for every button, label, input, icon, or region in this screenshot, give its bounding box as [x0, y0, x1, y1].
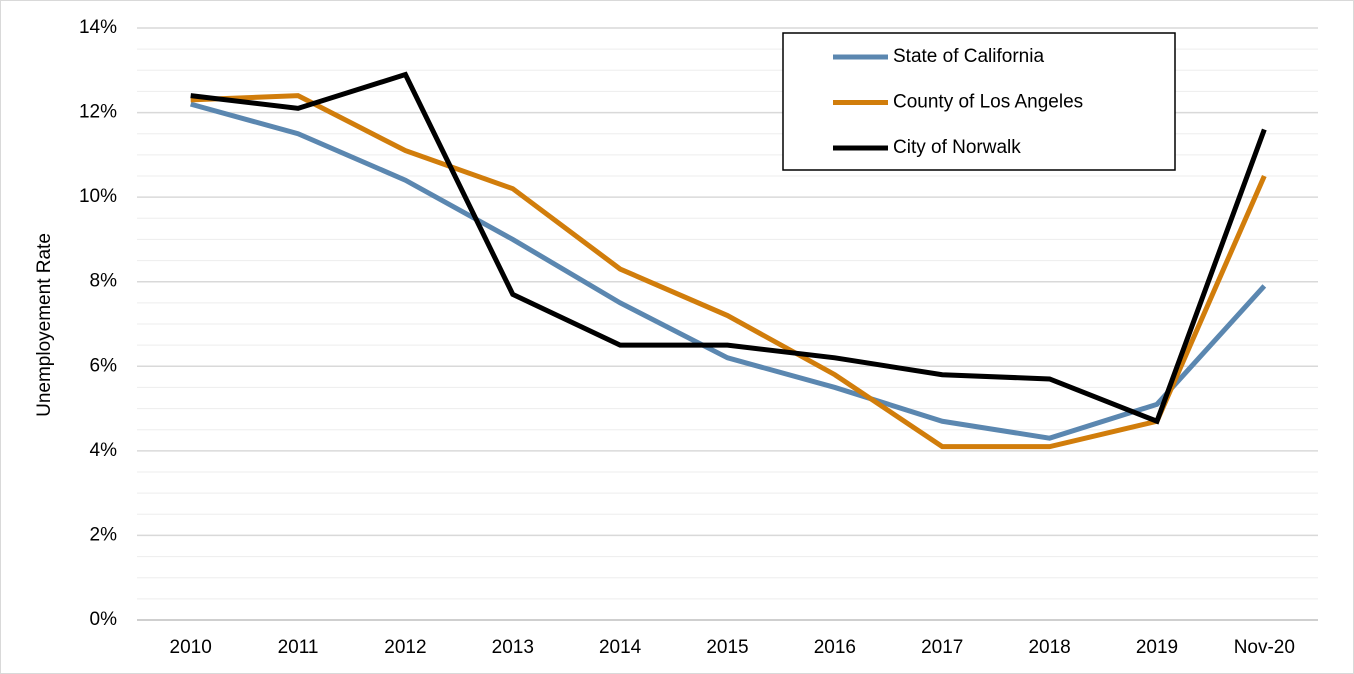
x-tick-label: 2010	[170, 637, 212, 658]
x-tick-label: 2017	[921, 637, 963, 658]
x-tick-label: 2012	[384, 637, 426, 658]
x-tick-label: 2013	[492, 637, 534, 658]
y-tick-label: 6%	[90, 355, 118, 376]
legend-label: City of Norwalk	[893, 137, 1021, 158]
y-tick-label: 8%	[90, 271, 118, 292]
series-line	[190, 101, 1267, 441]
x-tick-label: 2015	[706, 637, 748, 658]
x-tick-label: 2014	[599, 637, 642, 658]
series-line	[190, 71, 1267, 425]
x-tick-label: 2016	[814, 637, 856, 658]
y-tick-label: 4%	[90, 440, 118, 461]
x-tick-label: Nov-20	[1234, 637, 1295, 658]
series-line	[190, 93, 1267, 450]
legend-label: State of California	[893, 46, 1044, 67]
y-tick-label: 2%	[90, 524, 118, 545]
y-tick-label: 14%	[79, 17, 117, 38]
x-tick-label: 2019	[1136, 637, 1178, 658]
y-tick-label: 0%	[90, 609, 118, 630]
y-tick-label: 12%	[79, 102, 117, 123]
y-tick-label: 10%	[79, 186, 117, 207]
legend-label: County of Los Angeles	[893, 92, 1083, 113]
x-tick-label: 2018	[1028, 637, 1070, 658]
y-axis-label: Unemployement Rate	[34, 233, 55, 417]
x-tick-label: 2011	[278, 637, 319, 658]
